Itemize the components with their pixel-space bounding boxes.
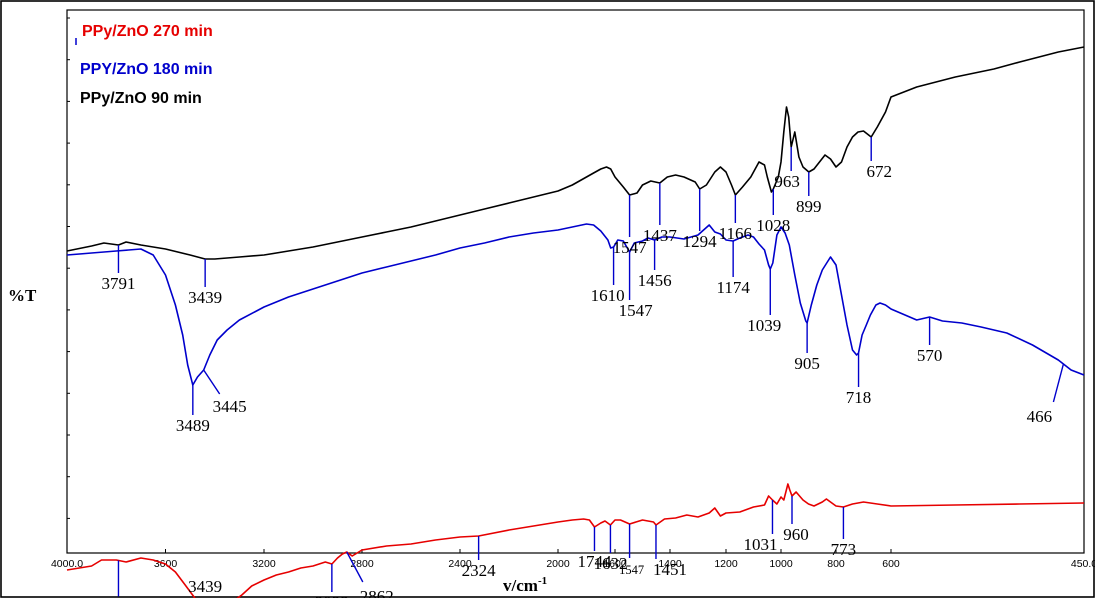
x-axis-label-main: v/cm — [503, 576, 538, 595]
peak-marker-line — [346, 551, 364, 583]
peak-label: 1437 — [643, 226, 678, 245]
peak-label: 1039 — [747, 316, 781, 335]
peak-label: 1547 — [619, 563, 644, 577]
x-tick-label: 1400 — [658, 558, 682, 570]
x-tick-label: 1000 — [769, 558, 793, 570]
peak-label: 718 — [846, 388, 872, 407]
x-axis-ticks: 4000.0 3600 3200 2800 2400 2000 1600 1400 1200 10… — [51, 549, 1095, 570]
x-tick-label: 800 — [827, 558, 845, 570]
peak-label: 672 — [866, 162, 892, 181]
peak-label: 905 — [794, 354, 820, 373]
legend-entry-90min: PPy/ZnO 90 min — [80, 90, 202, 107]
peak-label: 2862 — [360, 587, 394, 598]
series-line-1 — [66, 223, 1085, 386]
legend: PPy/ZnO 270 min PPY/ZnO 180 min PPy/ZnO … — [75, 23, 213, 107]
peak-label: 960 — [783, 525, 809, 544]
x-tick-label: 450.0 — [1071, 558, 1095, 570]
x-tick-label: 1200 — [714, 558, 738, 570]
peak-label: 963 — [774, 172, 800, 191]
peak-label: 1028 — [756, 216, 790, 235]
peak-label: 1610 — [591, 286, 625, 305]
x-tick-label: 2800 — [350, 558, 374, 570]
series-layer — [66, 46, 1085, 598]
peak-label: 1451 — [653, 560, 687, 579]
peak-label: 466 — [1027, 407, 1053, 426]
peak-label: 2923 — [315, 593, 349, 598]
peak-label: 1174 — [716, 278, 750, 297]
x-tick-label: 2000 — [546, 558, 570, 570]
peak-label: 1294 — [683, 232, 718, 251]
peak-label: 1547 — [613, 238, 648, 257]
peak-label: 1632 — [593, 554, 627, 573]
x-axis-label-superscript: -1 — [538, 575, 547, 587]
x-tick-label: 600 — [882, 558, 900, 570]
peak-label: 3439 — [188, 577, 222, 596]
y-axis-ticks — [67, 17, 70, 519]
peak-label: 899 — [796, 197, 822, 216]
peak-label: 3445 — [213, 397, 247, 416]
series-line-0 — [66, 483, 1085, 598]
peak-label: 1456 — [638, 271, 672, 290]
peak-label: 3489 — [176, 416, 210, 435]
peak-label: 773 — [831, 540, 857, 559]
x-tick-label: 3200 — [252, 558, 276, 570]
peak-label: 1166 — [719, 224, 752, 243]
y-axis-label: %T — [8, 286, 37, 305]
series-line-2 — [66, 46, 1085, 260]
peak-label: 1744 — [577, 552, 612, 571]
plot-area — [66, 9, 1085, 554]
peak-label: 2324 — [462, 561, 497, 580]
x-tick-label: 4000.0 — [51, 558, 83, 570]
peak-label: 1547 — [619, 301, 654, 320]
peak-label: 570 — [917, 346, 943, 365]
x-tick-label: 1600 — [603, 558, 627, 570]
peak-label: 1031 — [743, 535, 777, 554]
peak-label: 3439 — [188, 288, 222, 307]
peak-label: 3791 — [101, 274, 135, 293]
legend-entry-270min: PPy/ZnO 270 min — [82, 23, 213, 40]
x-tick-label: 2400 — [448, 558, 472, 570]
peak-marker-line — [1052, 363, 1065, 403]
x-axis-label: v/cm-1 — [503, 575, 547, 595]
legend-entry-180min: PPY/ZnO 180 min — [80, 61, 212, 78]
peak-marker-line — [203, 369, 221, 395]
